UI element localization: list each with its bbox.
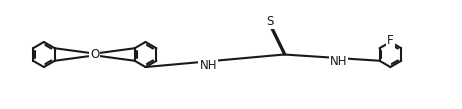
- Text: O: O: [90, 48, 99, 61]
- Text: S: S: [267, 15, 274, 28]
- Text: NH: NH: [200, 59, 217, 72]
- Text: F: F: [387, 34, 394, 47]
- Text: NH: NH: [329, 55, 347, 68]
